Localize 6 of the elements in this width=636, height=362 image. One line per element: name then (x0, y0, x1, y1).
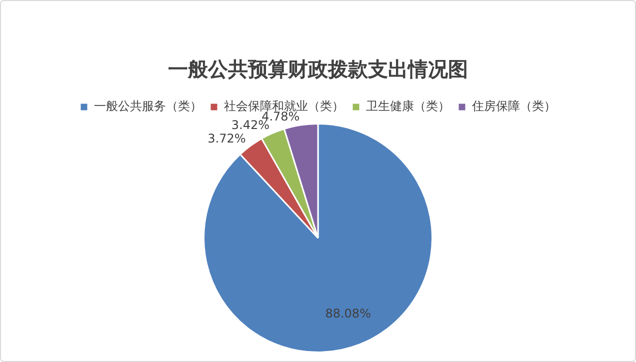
legend-label: 卫生健康（类） (366, 99, 450, 114)
legend-label: 住房保障（类） (471, 99, 556, 114)
legend-label: 一般公共服务（类） (94, 99, 202, 114)
data-label: 88.08% (325, 306, 371, 321)
chart-title: 一般公共预算财政拨款支出情况图 (168, 57, 468, 82)
data-label: 3.72% (208, 131, 246, 146)
